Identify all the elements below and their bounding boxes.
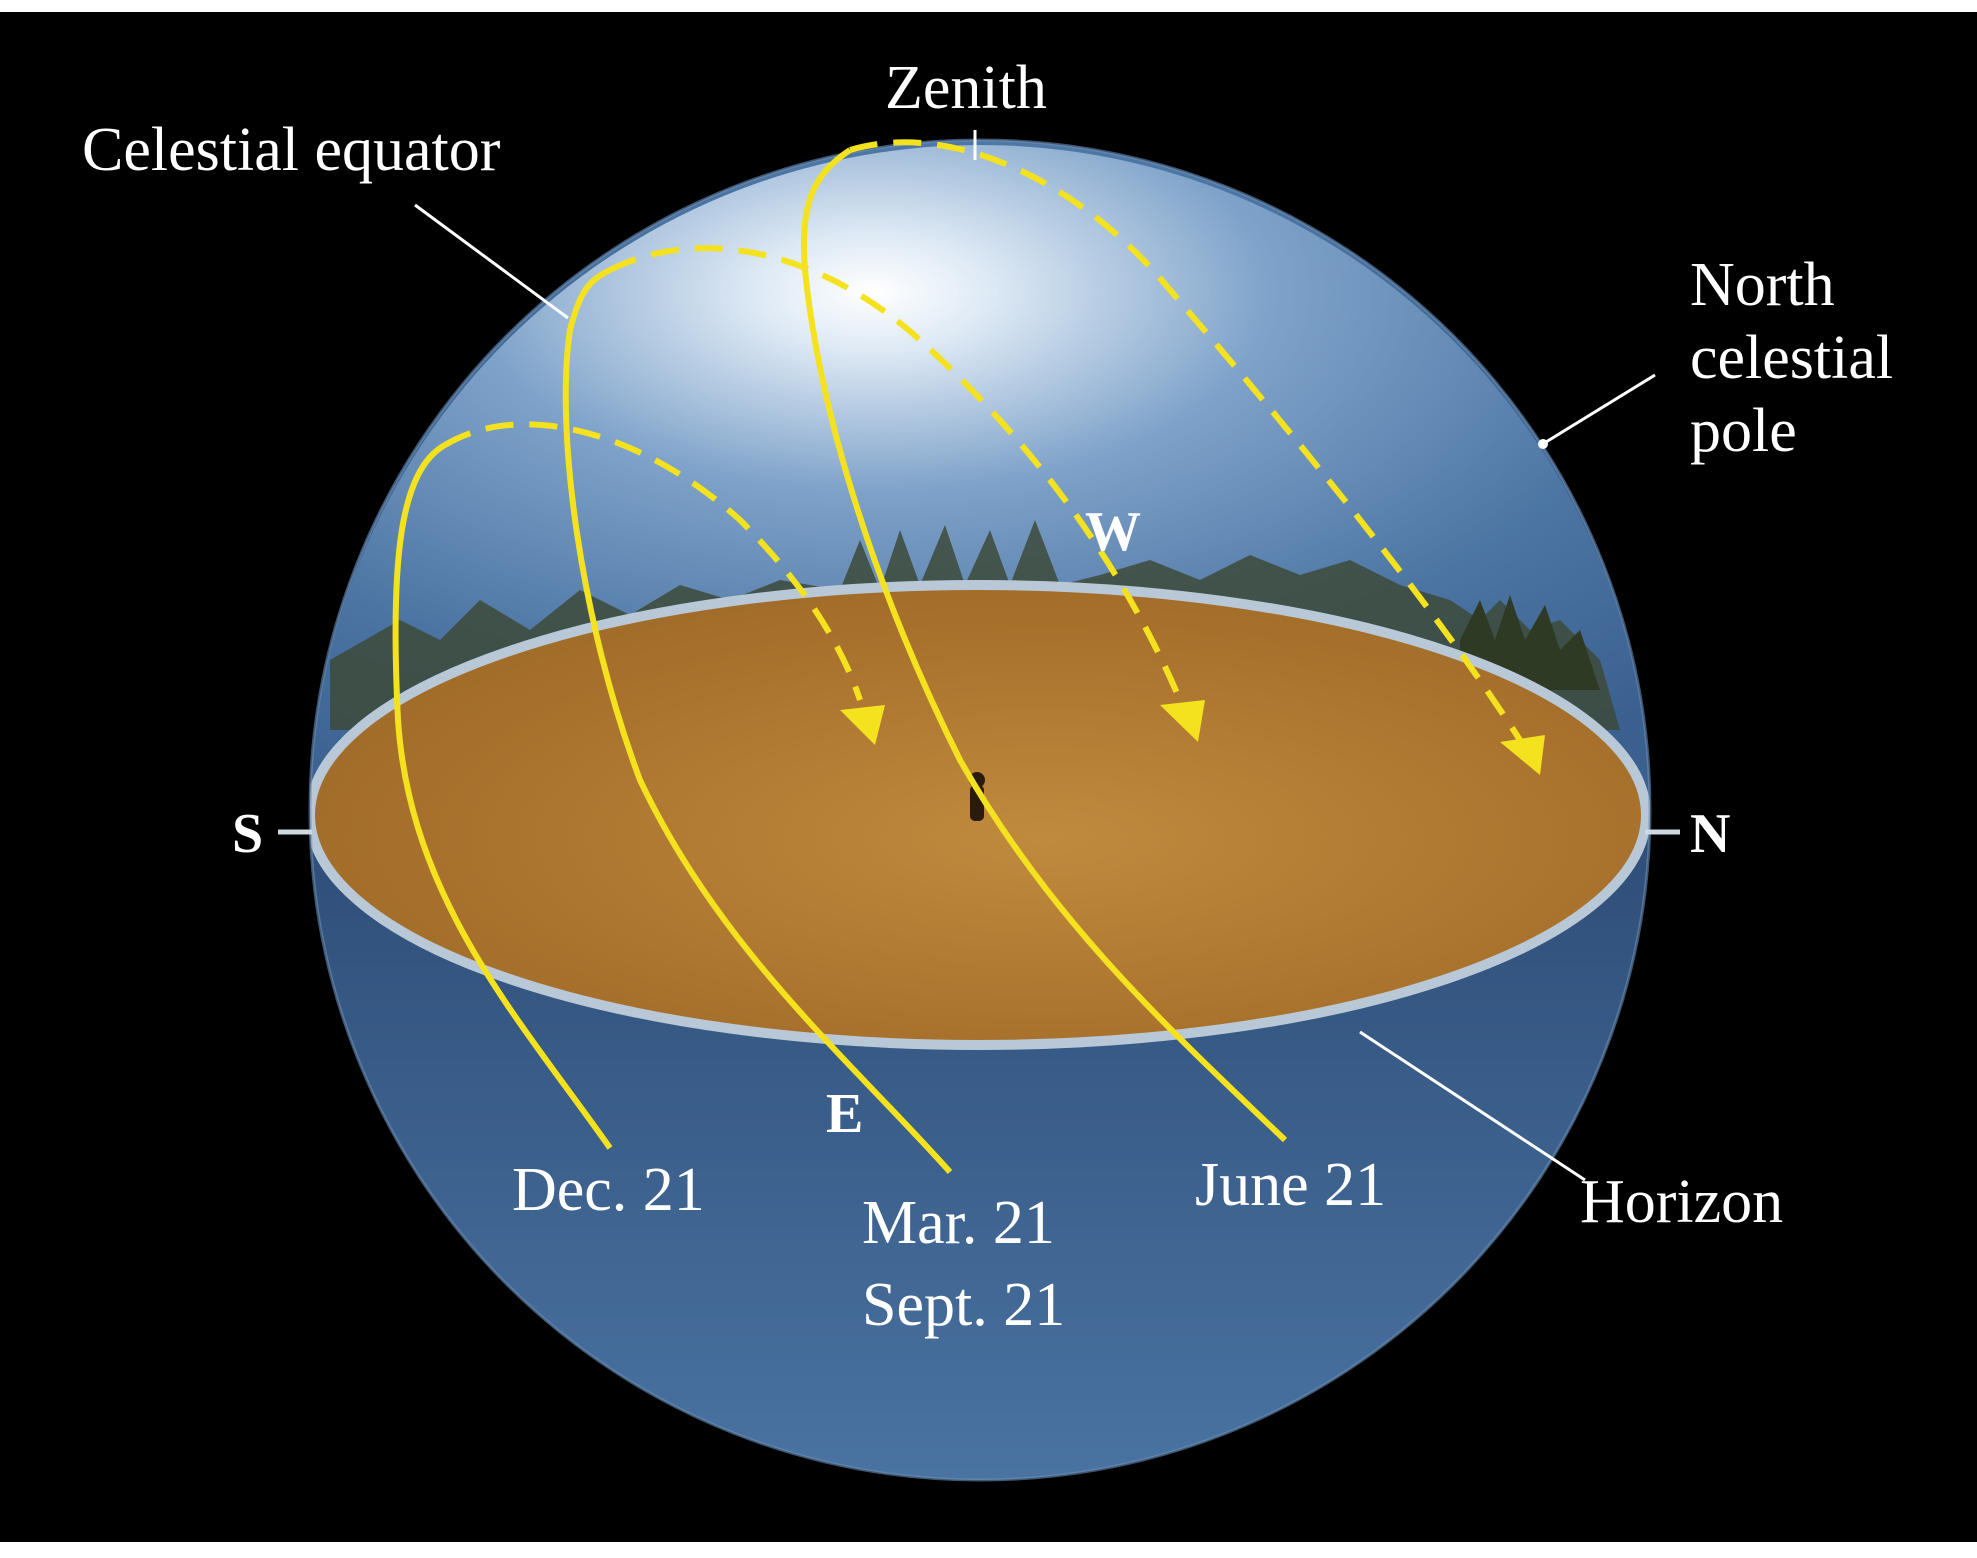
label-west: W — [1085, 501, 1141, 563]
label-celestial-equator: Celestial equator — [82, 116, 501, 184]
sphere-outline — [308, 138, 1652, 1482]
arrowhead-june21 — [1500, 735, 1545, 775]
horizon-leader — [1359, 1030, 1586, 1182]
celestial-equator-leader — [414, 203, 569, 320]
sun-path-june21-visible — [800, 147, 1288, 1143]
sun-path-mar-sept21-visible — [562, 267, 953, 1174]
label-june21: June 21 — [1195, 1151, 1386, 1219]
label-sept21: Sept. 21 — [862, 1271, 1065, 1339]
label-north-celestial-pole-line2: celestial — [1690, 324, 1893, 392]
label-horizon: Horizon — [1580, 1168, 1783, 1236]
label-north: N — [1690, 803, 1730, 865]
label-dec21: Dec. 21 — [512, 1156, 705, 1224]
arrowhead-mar-sept21 — [1160, 700, 1205, 742]
sun-path-dec21-visible — [392, 442, 613, 1150]
north-pole-marker — [1538, 439, 1548, 449]
label-north-celestial-pole-line3: pole — [1690, 397, 1797, 465]
label-east: E — [826, 1083, 863, 1145]
sun-path-mar-sept21-hidden — [608, 245, 1183, 702]
label-zenith: Zenith — [885, 54, 1047, 122]
label-north-celestial-pole-line1: North — [1690, 251, 1835, 319]
label-mar21: Mar. 21 — [862, 1189, 1055, 1257]
horizon-rim — [310, 580, 1650, 1050]
sun-path-june21-hidden — [849, 139, 1523, 742]
label-south: S — [232, 803, 263, 865]
north-pole-leader — [1545, 373, 1656, 444]
arrowhead-dec21 — [840, 705, 885, 745]
